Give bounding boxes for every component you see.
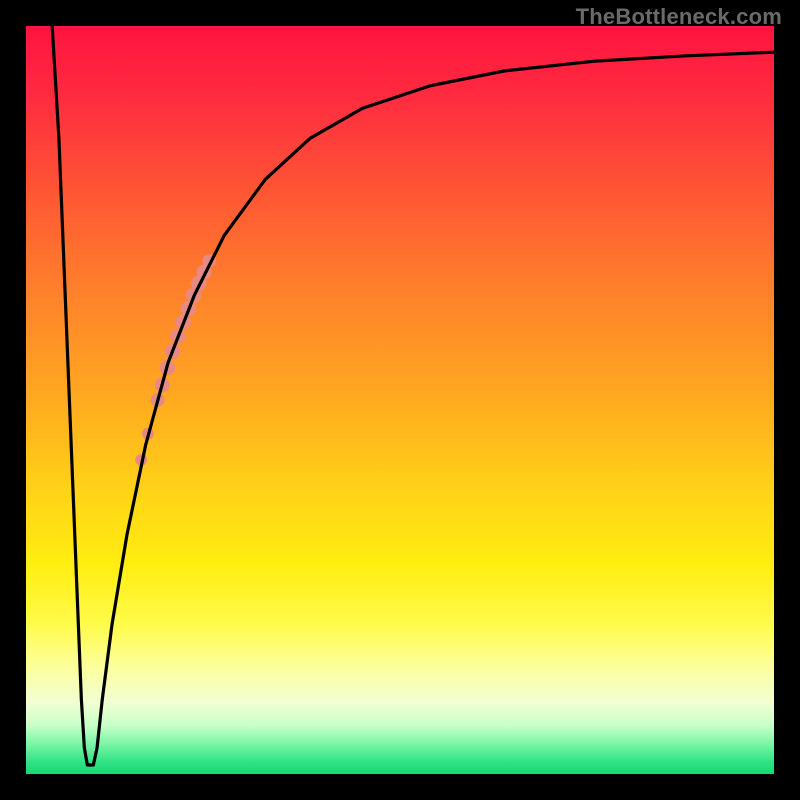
watermark-text: TheBottleneck.com bbox=[576, 4, 782, 30]
chart-container: TheBottleneck.com bbox=[0, 0, 800, 800]
bottleneck-curve-chart bbox=[0, 0, 800, 800]
chart-gradient-background bbox=[26, 26, 774, 774]
